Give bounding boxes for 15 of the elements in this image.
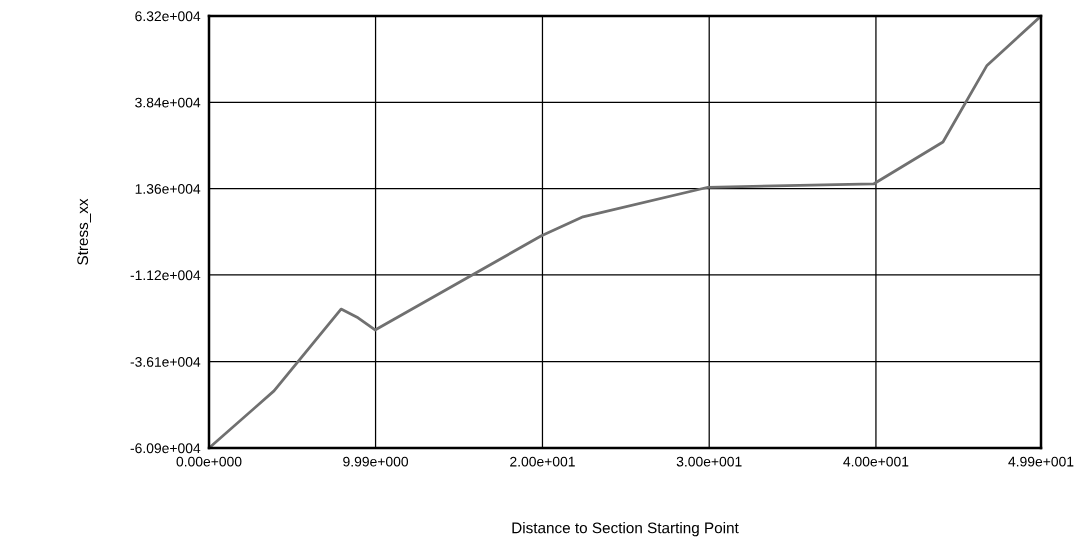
y-tick-label: 6.32e+004 xyxy=(135,11,201,22)
x-tick-label: 9.99e+000 xyxy=(343,456,409,467)
y-tick-label: -1.12e+004 xyxy=(130,270,201,281)
line-series xyxy=(209,16,1041,448)
x-tick-label: 3.00e+001 xyxy=(676,456,742,467)
x-tick-label: 4.00e+001 xyxy=(843,456,909,467)
y-tick-label: 3.84e+004 xyxy=(135,97,201,108)
x-tick-label: 0.00e+000 xyxy=(176,456,242,467)
y-tick-label: 1.36e+004 xyxy=(135,183,201,194)
y-tick-label: -3.61e+004 xyxy=(130,357,201,367)
y-tick-label: -6.09e+004 xyxy=(130,443,201,454)
x-tick-label: 4.99e+001 xyxy=(1008,456,1074,467)
x-tick-label: 2.00e+001 xyxy=(510,456,575,467)
y-axis-title: Stress_xx xyxy=(77,198,91,265)
x-axis-title: Distance to Section Starting Point xyxy=(512,522,739,537)
